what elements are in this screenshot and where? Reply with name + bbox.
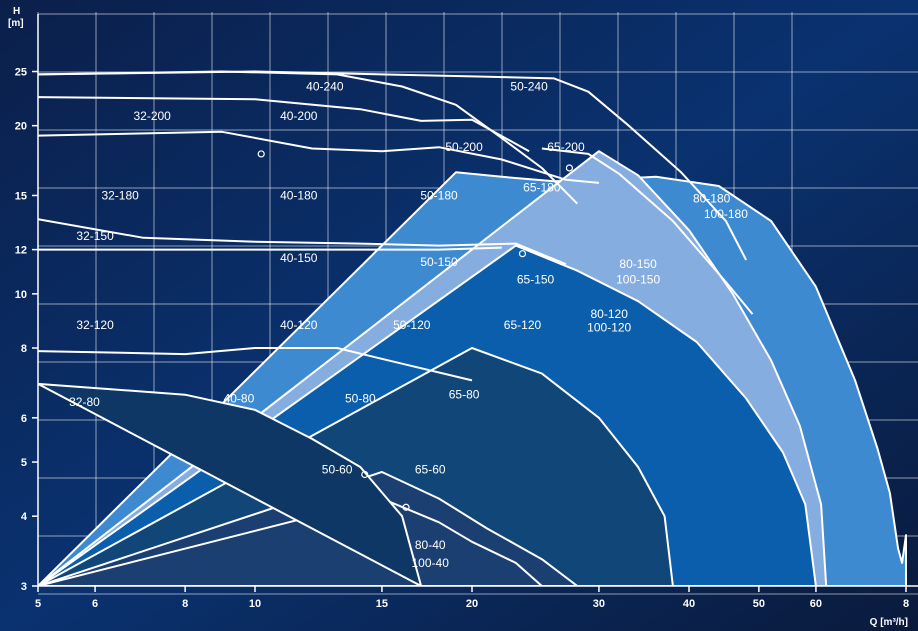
curve-label: 50-80 xyxy=(345,391,376,405)
curve-marker xyxy=(402,503,410,511)
curve-label: 40-80 xyxy=(224,391,255,405)
x-tick-label: 20 xyxy=(466,598,478,610)
curve-label: 32-200 xyxy=(133,109,171,123)
curve-label: 80-180 xyxy=(693,192,731,206)
x-tick-label: 30 xyxy=(593,598,605,610)
curve-label: 40-150 xyxy=(280,251,318,265)
x-tick-label: 5 xyxy=(35,598,41,610)
curve-labels: 40-240 50-240 32-200 40-200 50-200 65-200 32-1… xyxy=(69,80,748,570)
curve-label: 40-180 xyxy=(280,188,318,202)
curve-marker xyxy=(257,150,265,158)
curve-label: 65-180 xyxy=(523,181,561,195)
y-tick-label: 5 xyxy=(21,457,27,469)
curve-label: 65-200 xyxy=(547,140,585,154)
x-tick-label: 15 xyxy=(376,598,388,610)
curve-label: 40-120 xyxy=(280,318,318,332)
curve-label: 65-60 xyxy=(415,462,446,476)
curve-label: 32-80 xyxy=(69,395,100,409)
series-area xyxy=(38,70,579,205)
y-tick-label: 12 xyxy=(15,245,27,257)
curve-label: 40-240 xyxy=(306,80,344,94)
curve-label: 50-200 xyxy=(445,140,483,154)
x-tick-label: 10 xyxy=(249,598,261,610)
y-tick-label: 15 xyxy=(15,190,27,202)
curve-label: 80-40 xyxy=(415,538,446,552)
series-area xyxy=(38,246,502,251)
y-axis-label-unit: [m] xyxy=(8,18,24,29)
curve-label: 32-120 xyxy=(76,318,114,332)
series-area xyxy=(541,147,754,315)
curve-label: 50-240 xyxy=(510,80,548,94)
y-axis-label-h: H xyxy=(13,6,20,17)
y-tick-label: 4 xyxy=(21,511,28,523)
series-area xyxy=(38,130,599,184)
y-tick-label: 25 xyxy=(15,67,27,79)
y-tick-label: 20 xyxy=(15,121,27,133)
y-tick-label: 10 xyxy=(15,289,27,301)
x-tick-label: 50 xyxy=(753,598,765,610)
curve-label: 100-120 xyxy=(587,321,631,335)
curve-marker xyxy=(565,164,574,172)
series-area xyxy=(38,70,747,261)
curve-label: 32-180 xyxy=(101,188,139,202)
curve-label: 100-150 xyxy=(616,273,660,287)
curve-label: 100-40 xyxy=(412,556,450,570)
y-tick-label: 6 xyxy=(21,413,27,425)
curve-label: 32-150 xyxy=(76,229,114,243)
series-area xyxy=(38,382,423,586)
x-axis-label: Q [m³/h] xyxy=(870,617,908,628)
curve-label: 65-150 xyxy=(517,273,555,287)
series-area xyxy=(38,218,567,266)
ticks: 5 6 8 10 15 20 30 40 50 60 8 3 4 5 6 8 10 12 15 20 25 xyxy=(15,67,909,610)
x-tick-label: 60 xyxy=(810,598,822,610)
curve-label: 80-150 xyxy=(619,257,657,271)
curve-markers xyxy=(257,150,574,511)
curve-label: 50-180 xyxy=(420,188,458,202)
curve-label: 50-120 xyxy=(393,318,431,332)
curve-label: 65-120 xyxy=(504,318,542,332)
series-area xyxy=(38,347,473,382)
x-tick-label: 8 xyxy=(903,598,909,610)
y-tick-label: 3 xyxy=(21,581,27,593)
performance-areas xyxy=(38,70,907,586)
curve-label: 50-150 xyxy=(420,255,458,269)
curve-label: 40-200 xyxy=(280,109,318,123)
curve-marker xyxy=(518,250,527,258)
curve-label: 80-120 xyxy=(591,307,629,321)
curve-marker xyxy=(361,470,369,479)
curve-label: 50-60 xyxy=(322,462,353,476)
x-tick-label: 40 xyxy=(683,598,695,610)
x-tick-label: 8 xyxy=(182,598,188,610)
series-area xyxy=(38,96,530,153)
curve-label: 100-180 xyxy=(704,207,748,221)
curve-label: 65-80 xyxy=(449,388,480,402)
x-tick-label: 6 xyxy=(92,598,98,610)
y-tick-label: 8 xyxy=(21,343,27,355)
